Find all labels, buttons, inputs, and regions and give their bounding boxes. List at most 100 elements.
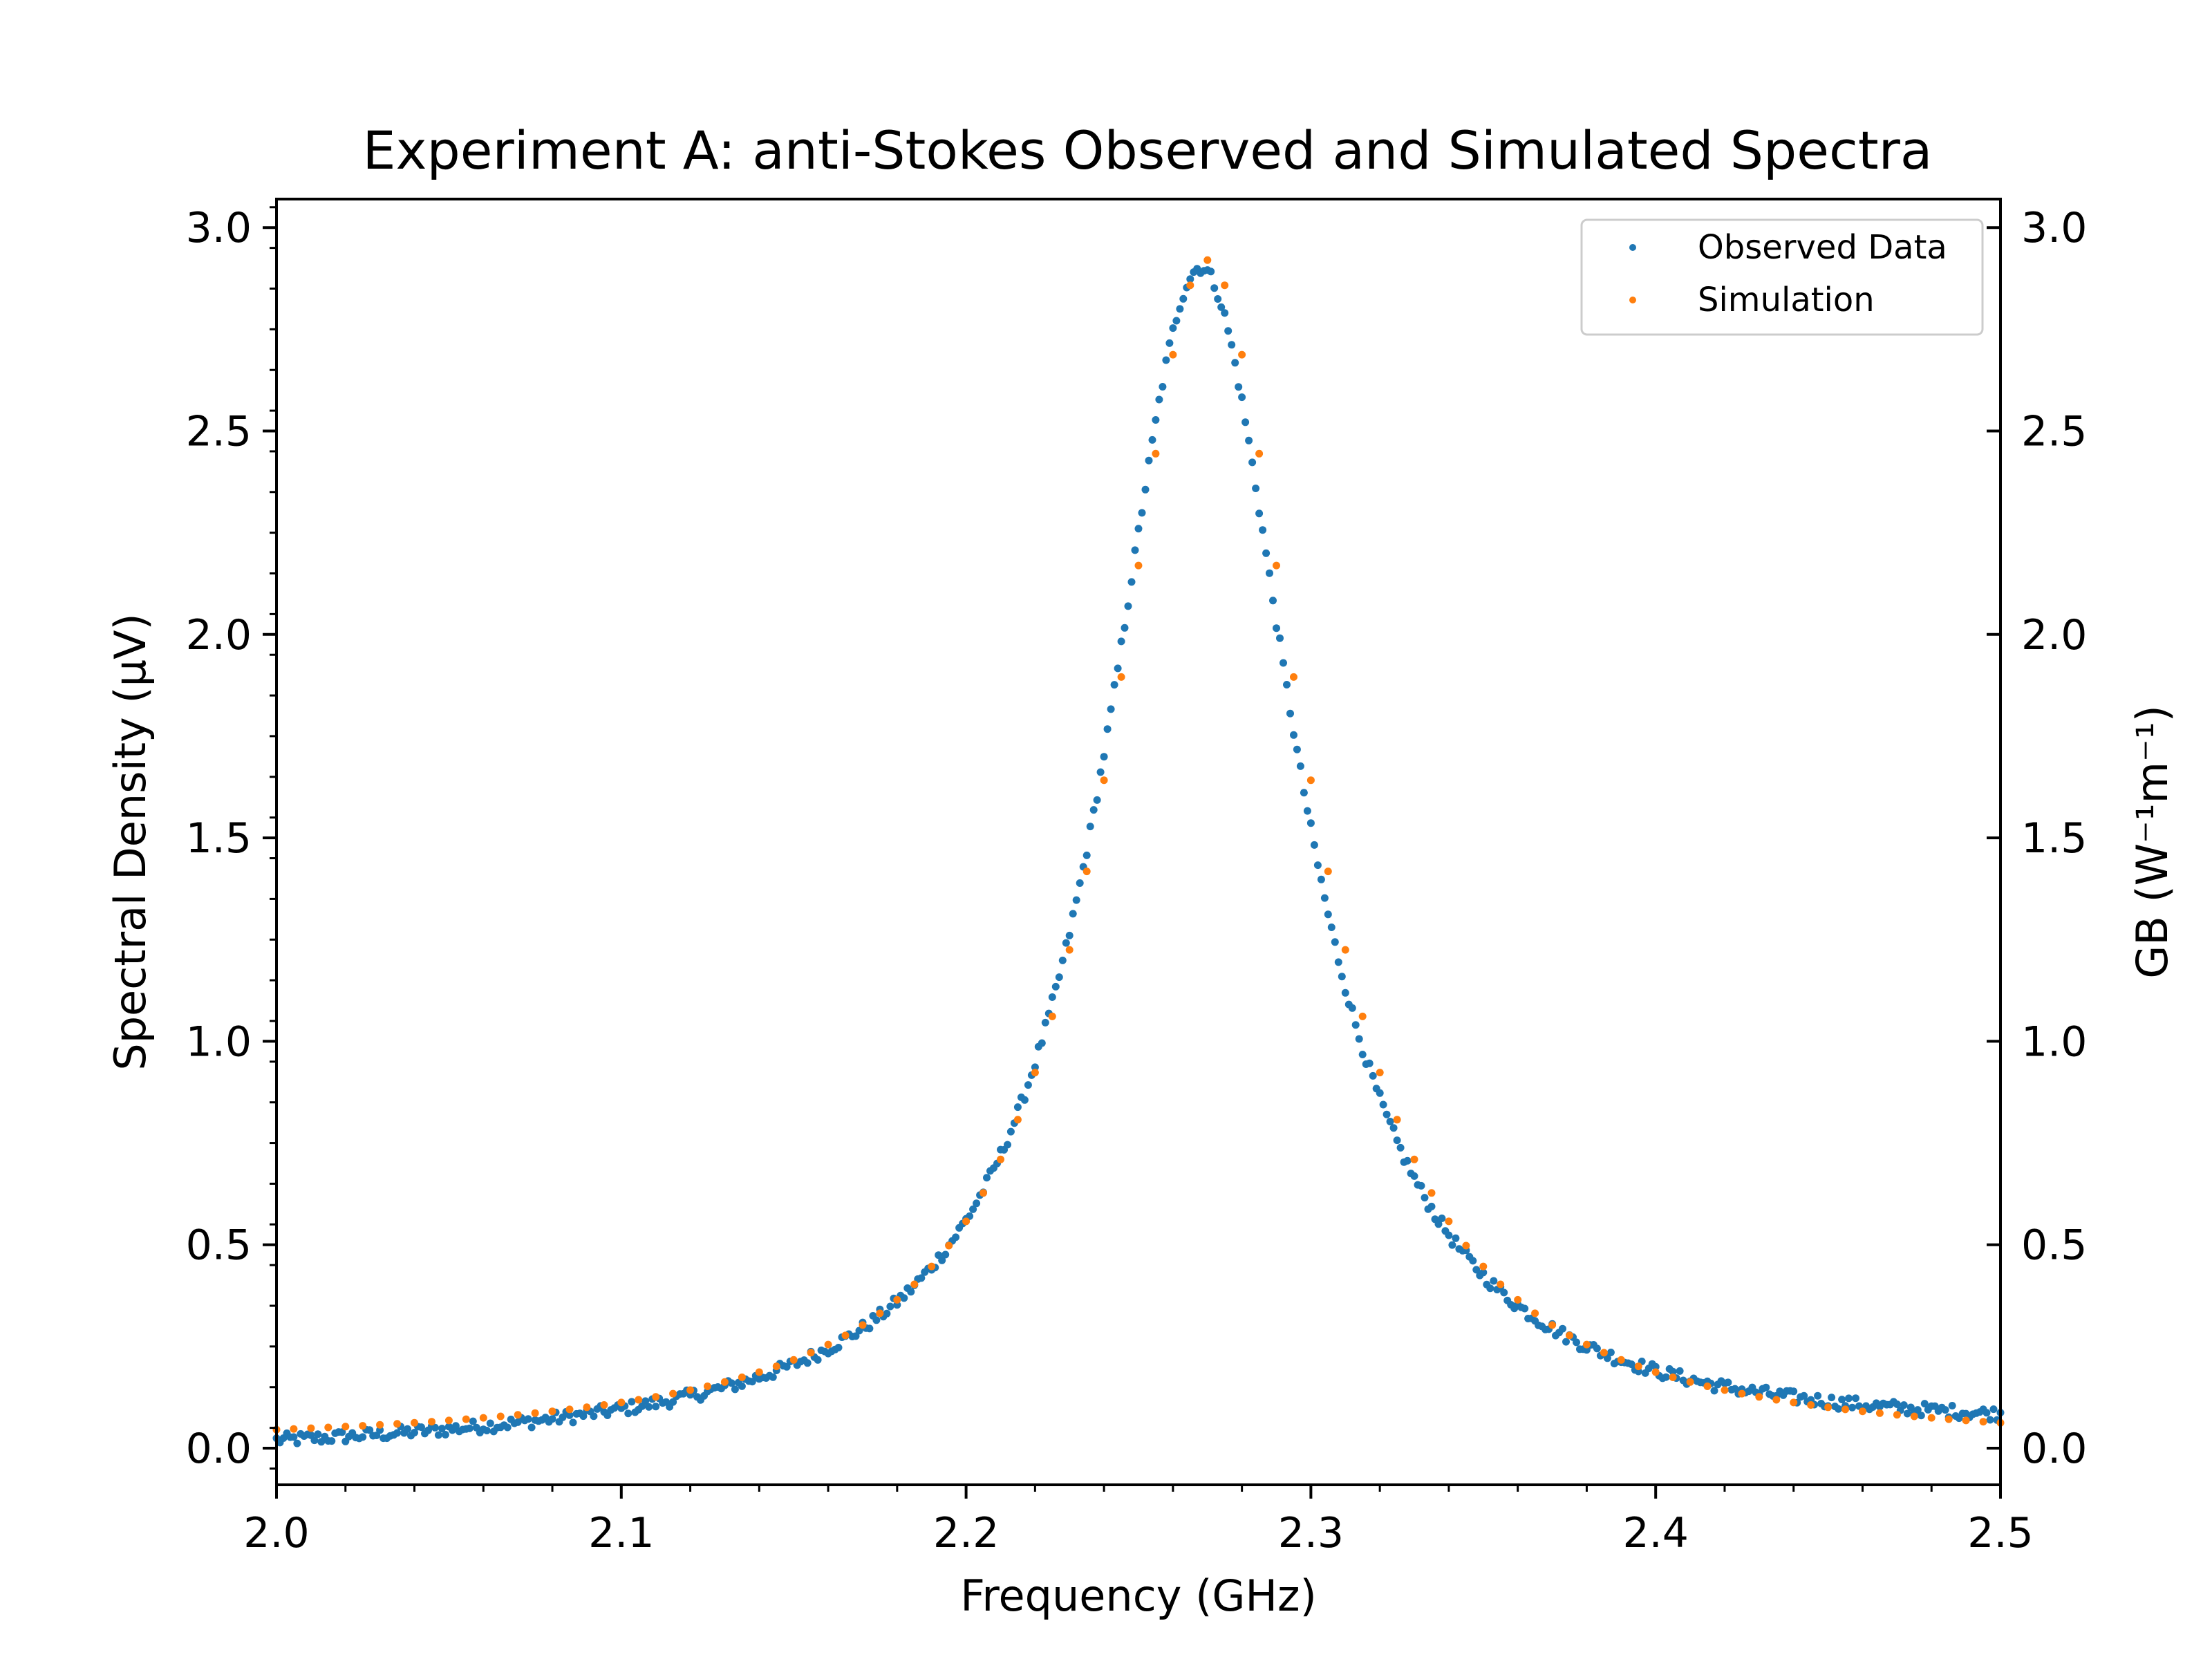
- observed-point: [1562, 1338, 1570, 1346]
- observed-point: [1217, 303, 1226, 311]
- simulation-point: [893, 1295, 901, 1304]
- simulation-point: [824, 1340, 832, 1349]
- simulation-point: [444, 1416, 453, 1425]
- observed-point: [1852, 1394, 1859, 1403]
- observed-point: [1835, 1405, 1843, 1413]
- y-tick-label: 2.5: [186, 408, 252, 456]
- x-axis-label: Frequency (GHz): [960, 1571, 1317, 1621]
- observed-point: [645, 1403, 653, 1411]
- observed-point: [1072, 896, 1080, 904]
- observed-point: [441, 1431, 449, 1438]
- simulation-point: [980, 1189, 987, 1197]
- observed-point: [1165, 339, 1174, 347]
- simulation-point: [307, 1424, 315, 1432]
- simulation-point: [738, 1374, 746, 1381]
- chart-title: Experiment A: anti-Stokes Observed and S…: [363, 120, 1933, 181]
- observed-point: [1500, 1288, 1508, 1297]
- observed-point: [310, 1436, 319, 1445]
- simulation-point: [1479, 1262, 1488, 1271]
- simulation-point: [1651, 1368, 1660, 1376]
- y-tick-label: 0.5: [186, 1221, 252, 1270]
- observed-point: [1269, 597, 1277, 605]
- simulation-point: [1807, 1401, 1815, 1409]
- simulation-point: [1134, 561, 1143, 570]
- simulation-point: [1065, 946, 1074, 954]
- observed-point: [1900, 1401, 1908, 1409]
- observed-point: [641, 1397, 650, 1405]
- observed-point: [1124, 602, 1132, 610]
- simulation-point: [997, 1155, 1004, 1163]
- observed-point: [1676, 1367, 1684, 1375]
- simulation-point: [1566, 1331, 1573, 1340]
- observed-point: [1093, 796, 1101, 804]
- simulation-point: [876, 1309, 884, 1318]
- observed-point: [1266, 569, 1273, 577]
- observed-point: [1559, 1324, 1566, 1333]
- observed-point: [1238, 393, 1246, 402]
- simulation-point: [807, 1349, 815, 1357]
- observed-point: [1838, 1396, 1846, 1404]
- observed-point: [1472, 1266, 1481, 1274]
- simulation-point: [789, 1356, 798, 1364]
- observed-point: [1293, 745, 1301, 753]
- observed-point: [1800, 1391, 1808, 1400]
- observed-point: [938, 1256, 946, 1264]
- simulation-point: [393, 1420, 402, 1428]
- simulation-point: [928, 1262, 936, 1271]
- simulation-point: [1393, 1116, 1401, 1124]
- simulation-point: [1427, 1189, 1436, 1197]
- simulation-point: [652, 1393, 660, 1401]
- simulation-point: [1686, 1378, 1694, 1386]
- plot-area-frame: [275, 198, 2002, 1486]
- y-tick-label: 3.0: [186, 204, 252, 252]
- observed-point: [503, 1423, 512, 1432]
- observed-point: [1603, 1354, 1611, 1362]
- observed-point: [1103, 725, 1112, 733]
- observed-point: [1341, 988, 1349, 997]
- observed-point: [1262, 549, 1271, 557]
- observed-point: [1221, 309, 1229, 317]
- simulation-point: [1186, 281, 1194, 290]
- simulation-point: [1273, 561, 1280, 570]
- observed-point: [524, 1415, 532, 1423]
- simulation-point: [583, 1403, 591, 1412]
- y2-axis-label: GB (W⁻¹m⁻¹): [2127, 705, 2177, 979]
- simulation-point: [1531, 1309, 1539, 1318]
- observed-point: [1055, 973, 1063, 982]
- observed-point: [1845, 1394, 1853, 1403]
- simulation-point: [859, 1321, 867, 1329]
- y2-tick-label: 3.0: [2021, 204, 2087, 252]
- simulation-point: [341, 1423, 350, 1431]
- observed-point: [1255, 509, 1264, 518]
- observed-point: [559, 1413, 567, 1421]
- observed-point: [1983, 1409, 1991, 1417]
- observed-point: [1300, 789, 1308, 797]
- observed-point: [1248, 458, 1257, 467]
- observed-point: [1235, 383, 1243, 391]
- legend-box: [1580, 218, 1984, 336]
- observed-point: [1324, 910, 1332, 919]
- observed-point: [1814, 1391, 1822, 1400]
- observed-point: [1280, 659, 1287, 667]
- observed-point: [1058, 956, 1067, 964]
- observed-point: [983, 1174, 991, 1182]
- observed-point: [1573, 1338, 1580, 1347]
- simulation-point: [1031, 1069, 1039, 1077]
- observed-point: [1369, 1071, 1377, 1080]
- simulation-point: [1824, 1403, 1833, 1412]
- observed-point: [1762, 1383, 1770, 1391]
- observed-point: [1651, 1362, 1660, 1371]
- observed-point: [1259, 526, 1267, 534]
- observed-point: [579, 1412, 588, 1421]
- simulation-point: [1255, 449, 1264, 458]
- observed-point: [359, 1433, 367, 1441]
- simulation-point: [1859, 1407, 1866, 1416]
- simulation-point: [1324, 868, 1332, 876]
- simulation-point: [531, 1409, 539, 1417]
- observed-point: [769, 1373, 777, 1381]
- observed-point: [1207, 268, 1215, 276]
- observed-point: [376, 1426, 384, 1434]
- observed-point: [1313, 861, 1322, 870]
- observed-point: [1276, 634, 1284, 642]
